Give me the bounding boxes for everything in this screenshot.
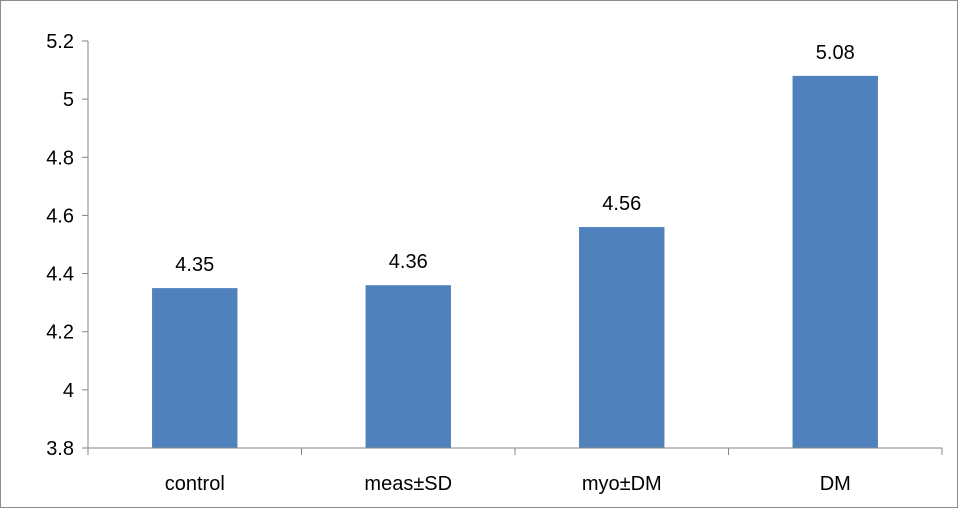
category-label: myo±DM [582, 473, 662, 495]
y-tick-label: 4 [63, 380, 74, 402]
bar-control [152, 288, 238, 448]
data-label: 4.56 [602, 193, 641, 215]
bar-DM [792, 75, 878, 448]
y-tick-label: 3.8 [46, 438, 74, 460]
y-tick-label: 4.8 [46, 147, 74, 169]
y-axis-tick-labels: 3.8 4 4.2 4.4 4.6 4.8 5 5.2 [46, 31, 74, 460]
data-label: 4.35 [175, 254, 214, 276]
y-tick-label: 5 [63, 89, 74, 111]
y-tick-label: 5.2 [46, 31, 74, 53]
data-labels: 4.35 4.36 4.56 5.08 [175, 42, 854, 276]
data-label: 4.36 [389, 251, 428, 273]
bars [152, 75, 878, 448]
x-axis-ticks [87, 448, 943, 455]
y-axis-ticks [82, 40, 88, 449]
y-tick-label: 4.6 [46, 205, 74, 227]
data-label: 5.08 [816, 42, 855, 64]
bar-meas±SD [365, 285, 451, 448]
x-axis-category-labels: control meas±SD myo±DM DM [165, 473, 851, 495]
y-tick-label: 4.2 [46, 322, 74, 344]
category-label: meas±SD [364, 473, 452, 495]
category-label: DM [820, 473, 851, 495]
category-label: control [165, 473, 225, 495]
bar-myo±DM [579, 227, 665, 448]
y-tick-label: 4.4 [46, 264, 74, 286]
